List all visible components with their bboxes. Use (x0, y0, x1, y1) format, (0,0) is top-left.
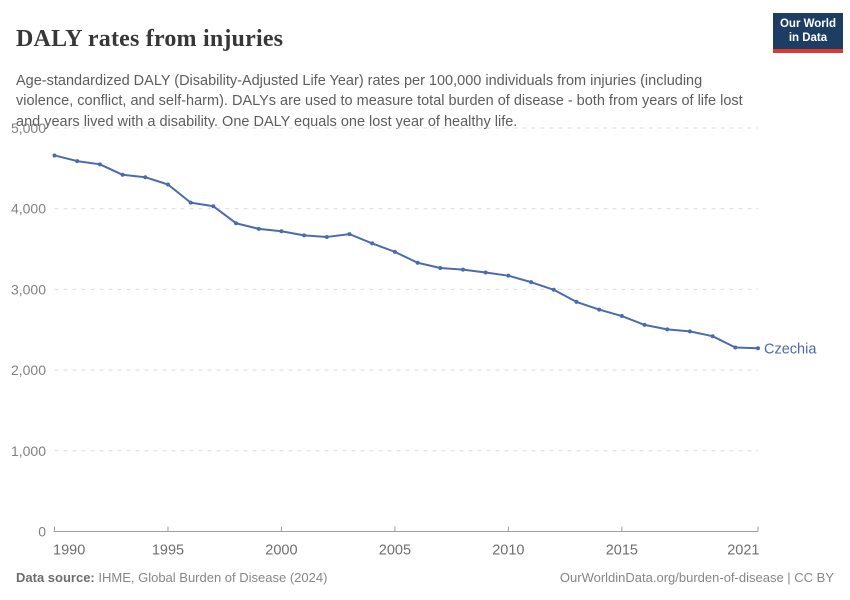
data-point[interactable] (529, 280, 534, 285)
chart-subtitle: Age-standardized DALY (Disability-Adjust… (16, 72, 743, 130)
data-point[interactable] (279, 229, 284, 234)
data-point[interactable] (665, 327, 670, 332)
data-point[interactable] (415, 260, 420, 265)
data-point[interactable] (75, 159, 80, 164)
line-chart-canvas[interactable]: 0 1,000 2,000 3,000 4,000 5,000 1990 1995 2000 20… (0, 115, 850, 570)
data-point[interactable] (642, 322, 647, 327)
y-axis-tick-label: 1,000 (11, 443, 46, 459)
data-point[interactable] (460, 267, 465, 272)
y-axis-tick-label: 0 (38, 524, 46, 540)
data-point[interactable] (120, 172, 125, 177)
data-point[interactable] (52, 153, 57, 158)
data-point[interactable] (143, 175, 148, 180)
x-axis-tick-label: 2000 (265, 543, 297, 559)
data-point[interactable] (551, 287, 556, 292)
x-axis-tick-label: 2010 (492, 543, 524, 559)
x-axis-tick-label: 2021 (727, 543, 759, 559)
data-point[interactable] (438, 266, 443, 271)
data-point[interactable] (324, 234, 329, 239)
data-point[interactable] (165, 182, 170, 187)
data-point[interactable] (756, 346, 760, 351)
data-point[interactable] (687, 329, 692, 334)
x-axis-tick-label: 2015 (606, 543, 638, 559)
data-point[interactable] (733, 345, 738, 350)
owid-logo[interactable]: Our World in Data (772, 13, 843, 53)
x-axis-tick-label: 2005 (379, 543, 411, 559)
x-axis-tick-label: 1995 (152, 543, 184, 559)
data-source-label: Data source: (16, 570, 95, 585)
data-point[interactable] (370, 241, 375, 246)
x-axis-tick-label: 1990 (53, 543, 85, 559)
data-point[interactable] (597, 307, 602, 312)
page-title: DALY rates from injuries (16, 26, 284, 53)
owid-logo-line2: in Data (788, 31, 828, 44)
data-point[interactable] (574, 299, 579, 304)
license-link[interactable]: OurWorldinData.org/burden-of-disease | C… (560, 570, 834, 585)
data-point[interactable] (188, 200, 193, 205)
data-point[interactable] (483, 270, 488, 275)
data-point[interactable] (392, 249, 397, 254)
y-axis-tick-label: 3,000 (11, 281, 46, 297)
series-entity-label[interactable]: Czechia (764, 341, 817, 357)
data-point[interactable] (710, 334, 715, 339)
data-source: Data source: IHME, Global Burden of Dise… (16, 570, 327, 585)
owid-logo-line1: Our World (779, 18, 836, 30)
data-point[interactable] (619, 314, 624, 319)
y-axis-tick-label: 5,000 (11, 120, 46, 136)
data-source-value: IHME, Global Burden of Disease (2024) (94, 570, 328, 585)
chart-footer: Data source: IHME, Global Burden of Dise… (16, 570, 834, 585)
data-point[interactable] (256, 226, 261, 231)
data-point[interactable] (506, 273, 511, 278)
data-point[interactable] (234, 221, 239, 226)
data-point[interactable] (211, 204, 216, 209)
owid-url-link[interactable]: OurWorldinData.org/burden-of-disease | C… (559, 570, 834, 585)
y-axis-tick-label: 2,000 (11, 362, 46, 378)
data-point[interactable] (302, 233, 307, 238)
y-axis-tick-label: 4,000 (11, 201, 46, 217)
data-point[interactable] (97, 162, 102, 167)
data-point[interactable] (347, 232, 352, 237)
czechia-line[interactable] (53, 154, 759, 350)
line-chart[interactable]: 0 1,000 2,000 3,000 4,000 5,000 1990 1995 2000 20… (0, 115, 850, 570)
